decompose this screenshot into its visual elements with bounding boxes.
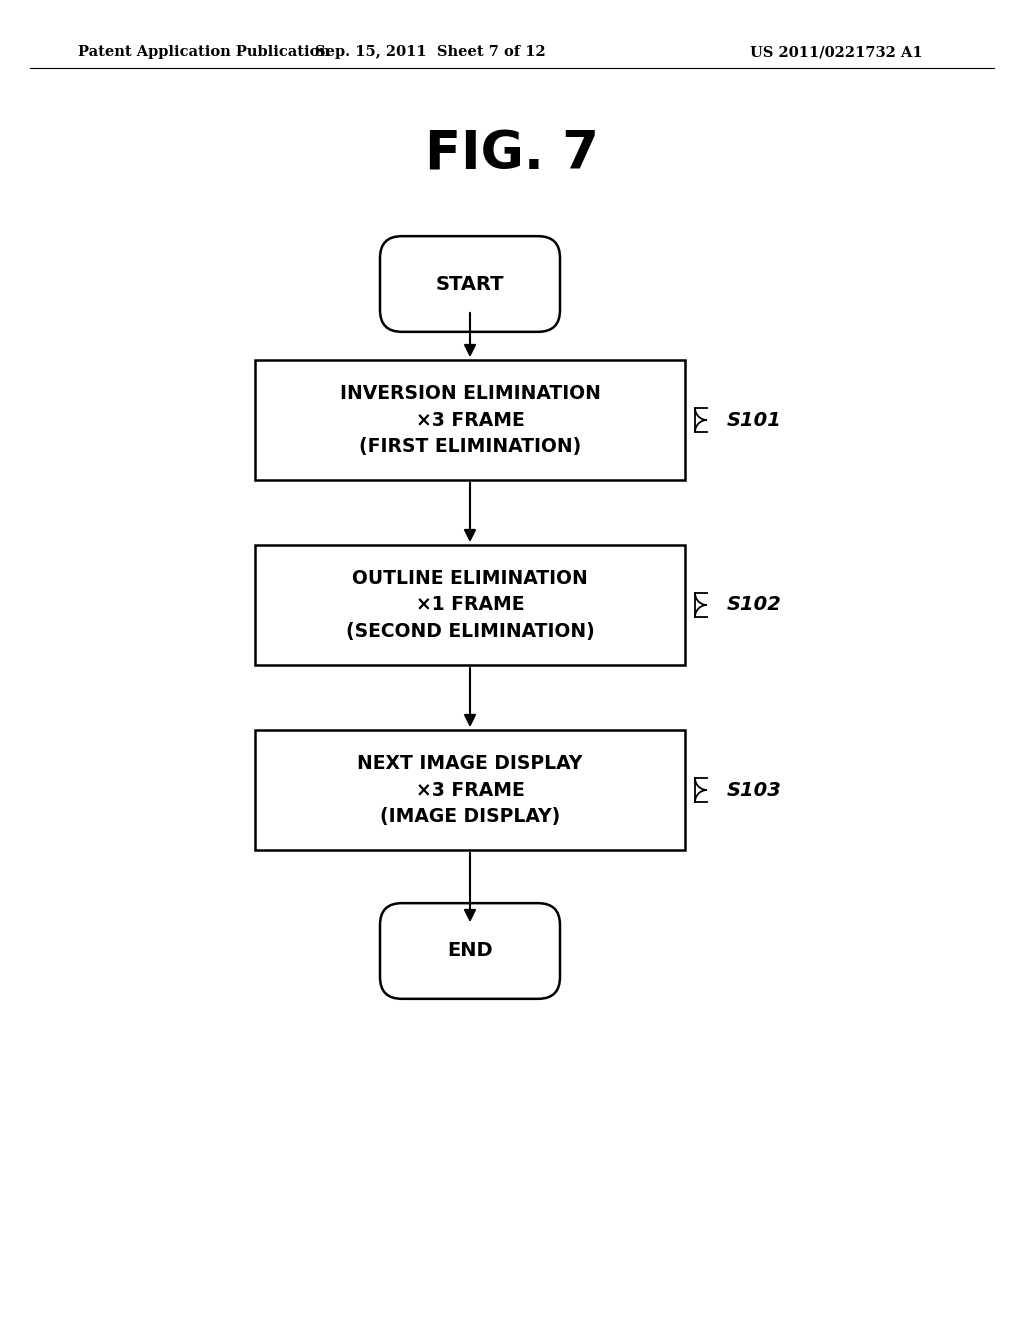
Bar: [255, 360, 685, 480]
Text: INVERSION ELIMINATION
×3 FRAME
(FIRST ELIMINATION): INVERSION ELIMINATION ×3 FRAME (FIRST EL…: [340, 384, 600, 455]
Text: Patent Application Publication: Patent Application Publication: [78, 45, 330, 59]
Bar: [255, 730, 685, 850]
FancyBboxPatch shape: [380, 903, 560, 999]
Text: OUTLINE ELIMINATION
×1 FRAME
(SECOND ELIMINATION): OUTLINE ELIMINATION ×1 FRAME (SECOND ELI…: [346, 569, 594, 642]
Text: S101: S101: [727, 411, 782, 429]
Text: FIG. 7: FIG. 7: [425, 129, 599, 181]
Text: S102: S102: [727, 595, 782, 615]
Text: NEXT IMAGE DISPLAY
×3 FRAME
(IMAGE DISPLAY): NEXT IMAGE DISPLAY ×3 FRAME (IMAGE DISPL…: [357, 754, 583, 826]
Text: Sep. 15, 2011  Sheet 7 of 12: Sep. 15, 2011 Sheet 7 of 12: [314, 45, 546, 59]
Text: START: START: [436, 275, 504, 293]
Text: US 2011/0221732 A1: US 2011/0221732 A1: [750, 45, 923, 59]
FancyBboxPatch shape: [380, 236, 560, 331]
Bar: [255, 545, 685, 665]
Text: END: END: [447, 941, 493, 961]
Text: S103: S103: [727, 780, 782, 800]
